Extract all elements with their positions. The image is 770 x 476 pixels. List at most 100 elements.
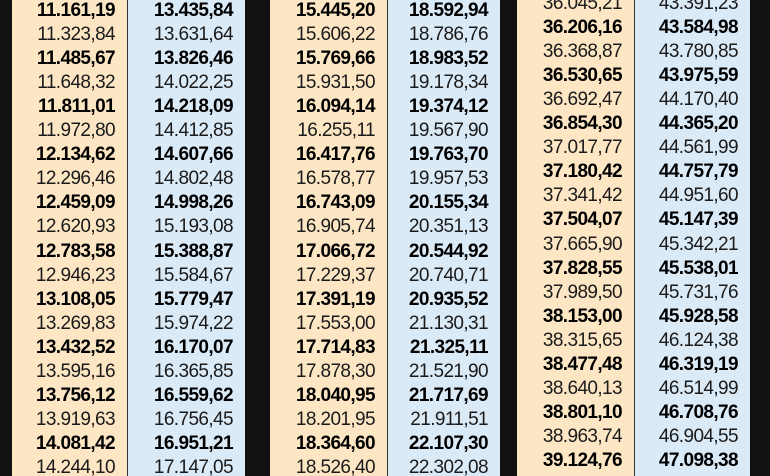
table-cell: 45.147,39	[658, 209, 739, 231]
table-cell: 13.826,46	[153, 48, 234, 70]
table-cell: 16.559,62	[153, 384, 234, 406]
table-cell: 14.244,10	[35, 456, 116, 476]
table-cell: 37.665,90	[542, 233, 623, 255]
table-cell: 18.983,52	[408, 48, 489, 70]
table-cell: 14.218,09	[153, 96, 234, 118]
table-cell: 20.935,52	[408, 288, 489, 310]
table-cell: 16.170,07	[153, 336, 234, 358]
table-cell: 45.538,01	[658, 257, 739, 279]
table-cell: 15.974,22	[153, 312, 234, 334]
table-cell: 44.365,20	[658, 113, 739, 135]
table-column: 13.435,84 13.631,64 13.826,46 14.022,25 14.2…	[128, 0, 245, 476]
table-cell: 16.094,14	[295, 96, 376, 118]
table-cell: 16.417,76	[295, 144, 376, 166]
table-cell: 22.302,08	[408, 456, 489, 476]
table-cell: 14.081,42	[35, 432, 116, 454]
table-cell: 20.155,34	[408, 192, 489, 214]
table-cell: 18.592,94	[408, 0, 489, 21]
table-cell: 38.153,00	[542, 305, 623, 327]
table-cell: 37.180,42	[542, 161, 623, 183]
table-cell: 36.692,47	[542, 89, 623, 111]
table-cell: 21.325,11	[409, 336, 489, 358]
table-cell: 37.341,42	[542, 185, 623, 207]
table-cell: 44.951,60	[658, 185, 739, 207]
table-cell: 43.975,59	[658, 65, 739, 87]
table-cell: 13.919,63	[35, 408, 116, 430]
table-cell: 16.255,11	[297, 120, 375, 142]
table-cell: 17.147,05	[153, 456, 234, 476]
table-cell: 11.323,84	[37, 24, 115, 46]
table-cell: 21.130,31	[408, 312, 489, 334]
table-cell: 37.504,07	[542, 209, 623, 231]
table-cell: 15.445,20	[295, 0, 376, 21]
table-cell: 19.957,53	[408, 168, 489, 190]
table-cell: 45.731,76	[658, 281, 739, 303]
table-cell: 15.584,67	[153, 264, 234, 286]
table-column: 11.161,19 11.323,84 11.485,67 11.648,32 11.8…	[12, 0, 128, 476]
table-cell: 14.022,25	[153, 72, 234, 94]
table-cell: 13.631,64	[153, 24, 234, 46]
table-cell: 12.459,09	[35, 192, 116, 214]
table-cell: 46.708,76	[658, 401, 739, 423]
table-cell: 36.530,65	[542, 65, 623, 87]
table-cell: 12.783,58	[35, 240, 116, 262]
table-cell: 17.553,00	[295, 312, 376, 334]
table-cell: 17.714,83	[295, 336, 376, 358]
table-cell: 18.040,95	[295, 384, 376, 406]
table-cell: 16.743,09	[295, 192, 376, 214]
table-cell: 18.786,76	[408, 24, 489, 46]
table-cell: 14.412,85	[153, 120, 234, 142]
table-cell: 38.963,74	[542, 425, 623, 447]
table-cell: 43.780,85	[658, 41, 739, 63]
table-cell: 12.134,62	[35, 144, 116, 166]
table-cell: 17.066,72	[295, 240, 376, 262]
table-cell: 15.779,47	[153, 288, 234, 310]
table-cell: 18.364,60	[295, 432, 376, 454]
table-cell: 15.388,87	[153, 240, 234, 262]
table-cell: 46.514,99	[658, 377, 739, 399]
table-cell: 36.045,21	[542, 0, 623, 14]
table-cell: 16.756,45	[153, 408, 234, 430]
table-cell: 44.757,79	[658, 161, 739, 183]
table-cell: 37.989,50	[542, 281, 623, 303]
table-cell: 13.595,16	[35, 360, 116, 382]
table-cell: 36.206,16	[542, 17, 623, 39]
table-cell: 20.351,13	[408, 216, 489, 238]
table-cell: 12.296,46	[35, 168, 116, 190]
table-cell: 11.648,32	[37, 72, 115, 94]
table-cell: 46.124,38	[658, 329, 739, 351]
table-cell: 13.269,83	[35, 312, 116, 334]
table-column: 36.045,21 36.206,16 36.368,87 36.530,65 36.6…	[517, 0, 635, 476]
table-cell: 43.584,98	[658, 17, 739, 39]
table-cell: 13.432,52	[35, 336, 116, 358]
table-cell: 17.229,37	[295, 264, 376, 286]
table-cell: 47.098,38	[658, 449, 739, 471]
table-cell: 38.640,13	[542, 377, 623, 399]
table-cell: 15.193,08	[153, 216, 234, 238]
table-cell: 36.854,30	[542, 113, 623, 135]
table-cell: 19.567,90	[408, 120, 489, 142]
table-cell: 46.904,55	[658, 425, 739, 447]
table-cell: 18.201,95	[295, 408, 376, 430]
table-cell: 36.368,87	[542, 41, 623, 63]
table-cell: 14.998,26	[153, 192, 234, 214]
table-cell: 11.972,80	[37, 120, 115, 142]
table-column: 18.592,94 18.786,76 18.983,52 19.178,34 19.3…	[388, 0, 500, 476]
table-cell: 17.391,19	[295, 288, 376, 310]
table-cell: 22.107,30	[408, 432, 489, 454]
table-cell: 38.477,48	[542, 353, 623, 375]
table-cell: 16.905,74	[295, 216, 376, 238]
table-cell: 19.374,12	[408, 96, 489, 118]
table-cell: 46.319,19	[658, 353, 739, 375]
table-cell: 18.526,40	[295, 456, 376, 476]
table-cell: 11.161,19	[36, 0, 116, 21]
table-cell: 15.931,50	[295, 72, 376, 94]
table-cell: 12.946,23	[35, 264, 116, 286]
table-cell: 14.802,48	[153, 168, 234, 190]
table-cell: 43.391,23	[658, 0, 739, 14]
table-cell: 37.828,55	[542, 257, 623, 279]
table-cell: 20.740,71	[408, 264, 489, 286]
table-cell: 17.878,30	[295, 360, 376, 382]
table-cell: 15.606,22	[295, 24, 376, 46]
